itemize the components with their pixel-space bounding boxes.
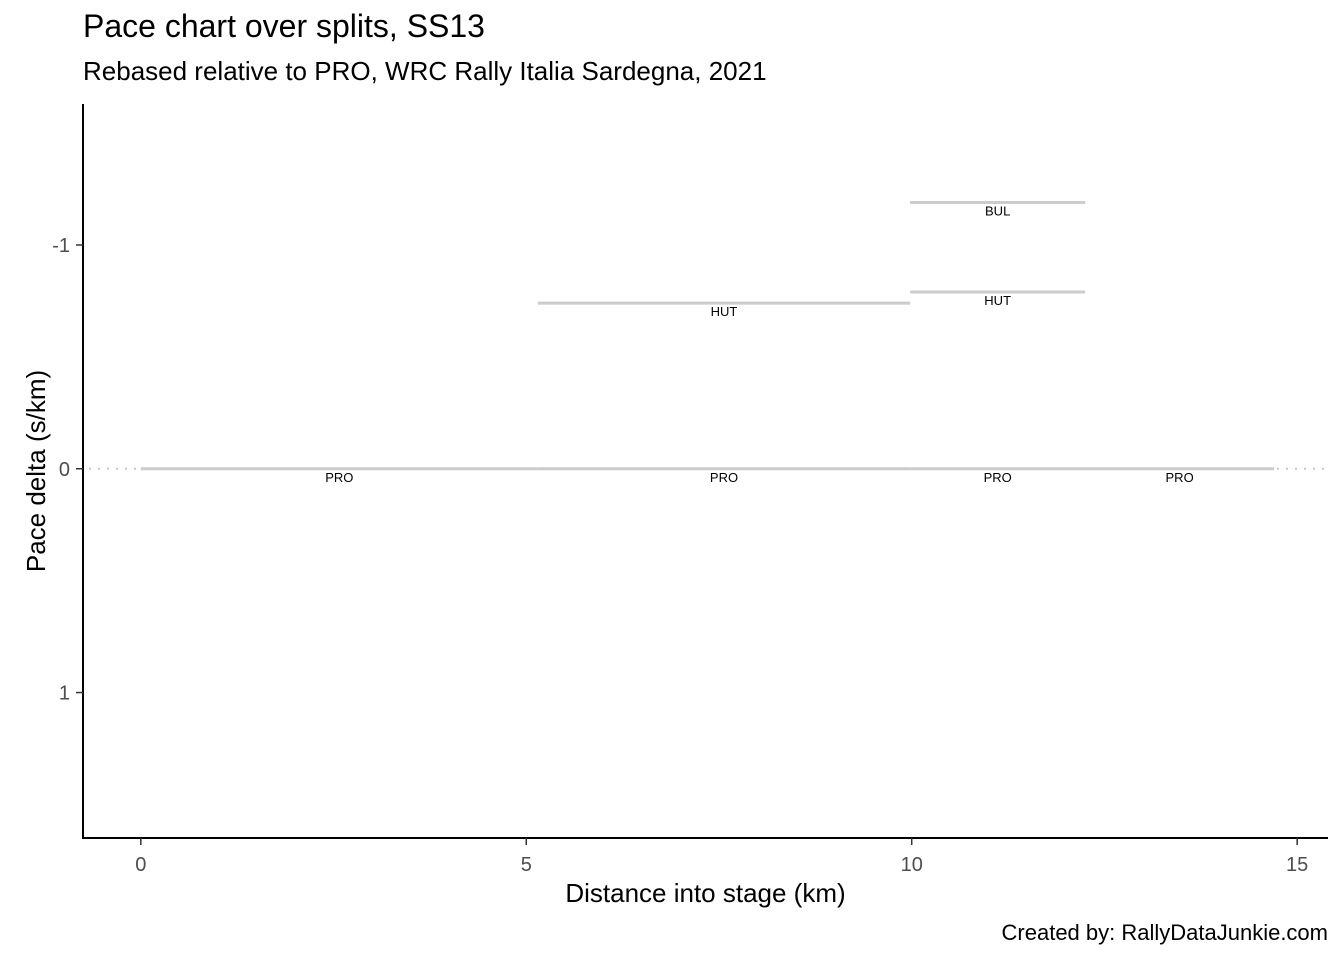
- segment-label-pro-2: PRO: [984, 470, 1012, 485]
- segment-label-pro-3: PRO: [1166, 470, 1194, 485]
- chart-title: Pace chart over splits, SS13: [83, 8, 485, 44]
- y-axis-ticks: -1 0 1: [52, 235, 83, 705]
- chart-caption: Created by: RallyDataJunkie.com: [1001, 920, 1328, 945]
- y-tick-label-0: 0: [59, 459, 70, 481]
- x-tick-label-5: 5: [521, 854, 532, 876]
- chart-subtitle: Rebased relative to PRO, WRC Rally Itali…: [83, 56, 767, 86]
- y-axis-title: Pace delta (s/km): [21, 370, 51, 572]
- x-axis-title: Distance into stage (km): [565, 878, 845, 908]
- x-tick-label-15: 15: [1286, 854, 1308, 876]
- segment-label-pro-1: PRO: [710, 470, 738, 485]
- x-tick-label-10: 10: [901, 854, 923, 876]
- segment-label-hut-4: HUT: [711, 304, 738, 319]
- x-axis-ticks: 0 5 10 15: [135, 838, 1308, 876]
- x-tick-label-0: 0: [135, 854, 146, 876]
- segment-label-hut-5: HUT: [984, 293, 1011, 308]
- y-tick-label-1: 1: [59, 683, 70, 705]
- y-tick-label--1: -1: [52, 235, 70, 257]
- segment-label-bul-6: BUL: [985, 203, 1010, 218]
- segment-label-pro-0: PRO: [325, 470, 353, 485]
- plot-area: PRO PRO PRO PRO HUT HUT BUL: [89, 200, 1328, 485]
